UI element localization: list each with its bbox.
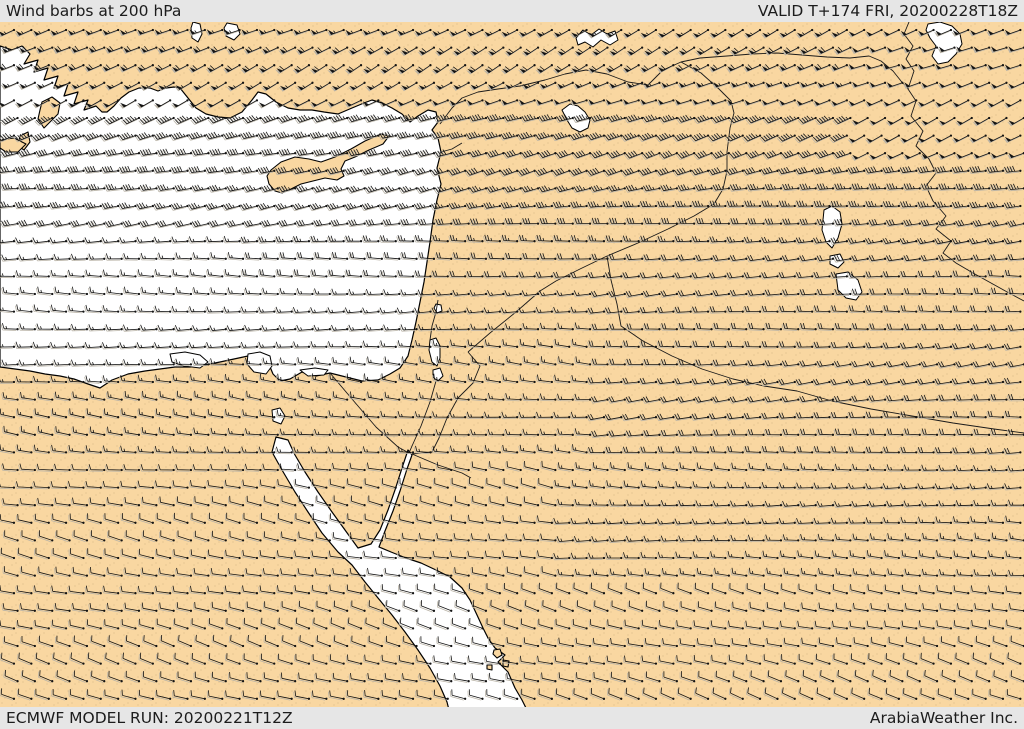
lake-shape bbox=[299, 367, 329, 377]
border-line bbox=[429, 299, 439, 341]
map-layers bbox=[0, 22, 1024, 707]
wind-barbs-echo-layer bbox=[0, 30, 1023, 701]
island-shape bbox=[492, 648, 503, 659]
lake-shape bbox=[190, 22, 203, 43]
lake-shape bbox=[223, 22, 241, 41]
sea-shape bbox=[0, 45, 442, 389]
border-line bbox=[411, 453, 472, 479]
model-run-label: ECMWF MODEL RUN: 20200221T12Z bbox=[6, 709, 293, 727]
wind-barbs-layer bbox=[0, 29, 1024, 700]
border-line bbox=[440, 142, 463, 153]
border-line bbox=[606, 61, 735, 257]
island-shape bbox=[486, 664, 493, 671]
border-line bbox=[408, 380, 437, 454]
border-line bbox=[411, 351, 481, 455]
header-bar: Wind barbs at 200 hPa VALID T+174 FRI, 2… bbox=[0, 0, 1024, 22]
credit-label: ArabiaWeather Inc. bbox=[869, 709, 1018, 727]
valid-time-label: VALID T+174 FRI, 20200228T18Z bbox=[757, 2, 1018, 20]
lake-shape bbox=[271, 407, 286, 425]
page-title: Wind barbs at 200 hPa bbox=[6, 2, 182, 20]
footer-bar: ECMWF MODEL RUN: 20200221T12Z ArabiaWeat… bbox=[0, 707, 1024, 729]
lake-shape bbox=[835, 271, 863, 301]
